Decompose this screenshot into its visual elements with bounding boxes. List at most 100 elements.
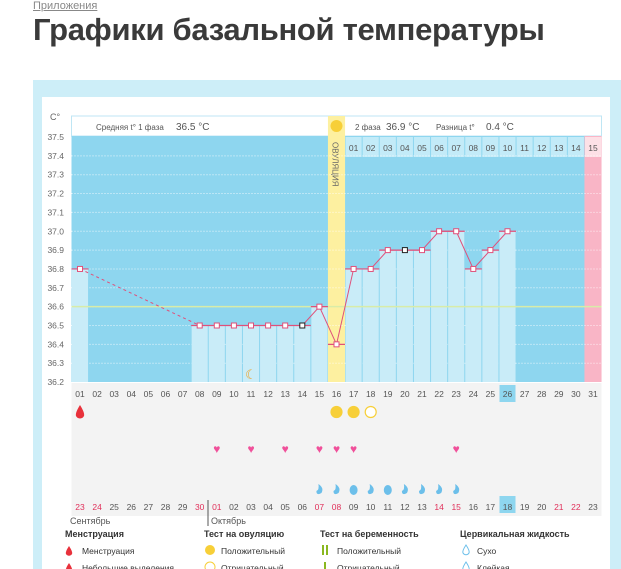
date-label: 22 bbox=[571, 502, 581, 512]
phase2-day-cell bbox=[431, 137, 448, 157]
phase1-value: 36.5 °C bbox=[176, 122, 209, 133]
temperature-point[interactable] bbox=[213, 322, 220, 329]
date-label: 09 bbox=[349, 502, 359, 512]
y-tick-label: 36.3 bbox=[47, 358, 64, 368]
temperature-point[interactable] bbox=[230, 322, 237, 329]
date-label: 07 bbox=[315, 502, 325, 512]
temperature-point[interactable] bbox=[282, 322, 289, 329]
date-label: 26 bbox=[127, 502, 137, 512]
cycle-day-label: 15 bbox=[315, 389, 325, 399]
date-label: 30 bbox=[195, 502, 205, 512]
drop-outline-icon bbox=[462, 544, 470, 556]
legend-double-bar-icon bbox=[326, 545, 328, 555]
heart-icon: ♥ bbox=[282, 442, 289, 456]
period-column bbox=[584, 136, 602, 382]
temperature-bar bbox=[242, 325, 260, 382]
cervical-fluid-small-icon bbox=[401, 484, 408, 495]
temperature-point[interactable] bbox=[504, 228, 511, 235]
y-tick-label: 36.7 bbox=[47, 283, 64, 293]
temperature-bar bbox=[465, 268, 482, 382]
phase2-day-cell bbox=[550, 137, 567, 157]
legend-item-label: Сухо bbox=[477, 546, 497, 556]
diff-label: Разница t° bbox=[436, 123, 475, 132]
temperature-line-segment bbox=[472, 249, 491, 270]
legend-item-label: Положительный bbox=[337, 546, 401, 556]
temperature-point[interactable] bbox=[196, 322, 203, 329]
phase2-day-label: 12 bbox=[537, 143, 547, 153]
legend-positive-circle-icon bbox=[205, 545, 215, 555]
diff-value: 0.4 °C bbox=[486, 122, 514, 133]
temperature-line-segment bbox=[79, 268, 200, 326]
temperature-point[interactable] bbox=[265, 322, 272, 329]
heart-icon: ♥ bbox=[213, 442, 220, 456]
y-tick-label: 37.2 bbox=[47, 189, 64, 199]
moon-icon: ☾ bbox=[245, 367, 257, 382]
page-title: Графики базальной температуры bbox=[33, 12, 545, 47]
cycle-day-label: 02 bbox=[92, 389, 102, 399]
legend-title: Тест на беременность bbox=[320, 529, 419, 539]
temperature-point[interactable] bbox=[453, 228, 460, 235]
temperature-point[interactable] bbox=[384, 247, 391, 254]
temperature-point[interactable] bbox=[77, 265, 83, 272]
y-unit-label: C° bbox=[50, 112, 60, 122]
date-label: 08 bbox=[332, 502, 342, 512]
cycle-day-label: 16 bbox=[332, 389, 342, 399]
ovulation-column bbox=[327, 116, 346, 382]
temperature-point[interactable] bbox=[316, 303, 323, 310]
y-tick-label: 37.4 bbox=[47, 151, 64, 161]
phase2-label: 2 фаза bbox=[355, 123, 381, 132]
temperature-point[interactable] bbox=[487, 247, 494, 254]
temperature-bar bbox=[379, 250, 396, 382]
cycle-day-label: 31 bbox=[588, 389, 598, 399]
cycle-day-label: 10 bbox=[229, 389, 239, 399]
date-label: 18 bbox=[503, 502, 513, 512]
temperature-bar bbox=[71, 268, 89, 382]
cycle-day-label: 18 bbox=[366, 389, 376, 399]
date-label: 04 bbox=[263, 502, 273, 512]
date-label: 29 bbox=[178, 502, 188, 512]
temperature-point[interactable] bbox=[419, 247, 425, 254]
phase2-day-cell bbox=[362, 137, 379, 157]
phase2-value: 36.9 °C bbox=[386, 122, 419, 133]
date-label: 23 bbox=[588, 502, 598, 512]
date-label: 23 bbox=[75, 502, 85, 512]
date-label: 14 bbox=[434, 502, 444, 512]
date-label: 20 bbox=[537, 502, 547, 512]
y-tick-label: 36.6 bbox=[47, 302, 64, 312]
date-label: 05 bbox=[280, 502, 290, 512]
temperature-point[interactable] bbox=[401, 247, 408, 254]
ovulation-sun-icon bbox=[330, 120, 343, 132]
temperature-point[interactable] bbox=[436, 228, 443, 235]
temperature-point[interactable] bbox=[470, 265, 477, 272]
temperature-point[interactable] bbox=[350, 265, 357, 272]
cycle-day-label: 24 bbox=[469, 389, 479, 399]
phase2-day-cell bbox=[396, 137, 413, 157]
phase2-day-cell bbox=[413, 137, 431, 157]
cervical-fluid-small-icon bbox=[316, 484, 323, 495]
temperature-line-segment bbox=[336, 268, 355, 345]
temperature-point[interactable] bbox=[367, 265, 374, 272]
legend-item-label: Клейкая bbox=[477, 563, 510, 569]
temperature-point[interactable] bbox=[248, 322, 254, 329]
legend-double-bar-icon bbox=[322, 545, 324, 555]
temperature-bar bbox=[294, 325, 311, 382]
legend-title: Тест на овуляцию bbox=[204, 529, 285, 539]
cycle-day-label: 26 bbox=[503, 389, 513, 399]
cycle-day-label: 12 bbox=[263, 389, 273, 399]
breadcrumb-link[interactable]: Приложения bbox=[33, 0, 98, 12]
temperature-point[interactable] bbox=[299, 322, 306, 329]
cycle-day-label: 01 bbox=[75, 389, 85, 399]
phase2-day-label: 07 bbox=[451, 143, 461, 153]
phase2-day-label: 15 bbox=[588, 143, 598, 153]
cycle-day-label: 30 bbox=[571, 389, 581, 399]
cycle-day-label: 19 bbox=[383, 389, 393, 399]
phase2-day-label: 11 bbox=[520, 143, 529, 153]
ovulation-label: ОВУЛЯЦИЯ bbox=[331, 142, 340, 187]
temperature-point[interactable] bbox=[333, 341, 340, 348]
cycle-day-label: 27 bbox=[520, 389, 530, 399]
temperature-bar bbox=[277, 325, 294, 382]
cycle-day-label: 21 bbox=[417, 389, 427, 399]
phase2-day-label: 13 bbox=[554, 143, 564, 153]
month-label-september: Сентябрь bbox=[70, 516, 111, 526]
y-tick-label: 37.3 bbox=[47, 170, 64, 180]
